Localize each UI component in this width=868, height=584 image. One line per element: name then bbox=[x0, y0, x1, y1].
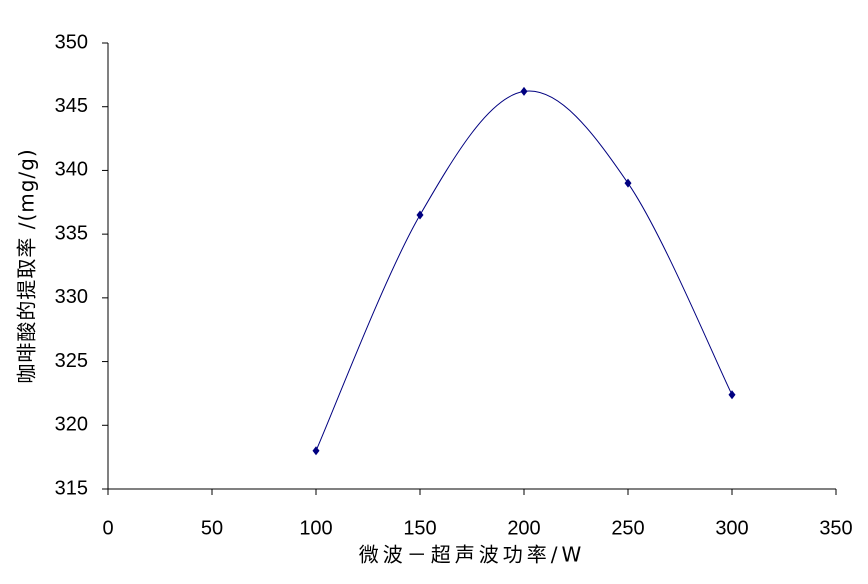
line bbox=[315, 90, 733, 451]
x-tick-label: 300 bbox=[715, 517, 748, 539]
marker bbox=[520, 86, 528, 96]
marker bbox=[624, 178, 632, 188]
x-tick-label: 350 bbox=[819, 517, 852, 539]
y-tick-label: 325 bbox=[55, 350, 88, 372]
x-tick-label: 200 bbox=[507, 517, 540, 539]
y-axis-title: 咖啡酸的提取率 /(mg/g) bbox=[15, 148, 39, 383]
x-tick-label: 50 bbox=[201, 517, 223, 539]
marker bbox=[728, 390, 736, 400]
y-tick-label: 340 bbox=[55, 159, 88, 181]
y-tick-label: 315 bbox=[55, 477, 88, 499]
x-tick-label: 100 bbox=[299, 517, 332, 539]
y-tick-label: 335 bbox=[55, 222, 88, 244]
marker bbox=[416, 210, 424, 220]
x-tick-label: 0 bbox=[102, 517, 113, 539]
y-tick-label: 330 bbox=[55, 286, 88, 308]
y-tick-label: 345 bbox=[55, 95, 88, 117]
y-tick-label: 350 bbox=[55, 31, 88, 53]
x-tick-label: 250 bbox=[611, 517, 644, 539]
x-tick-label: 150 bbox=[403, 517, 436, 539]
x-axis-title: 微波－超声波功率/W bbox=[359, 543, 586, 567]
marker bbox=[312, 446, 320, 456]
y-tick-label: 320 bbox=[55, 414, 88, 436]
